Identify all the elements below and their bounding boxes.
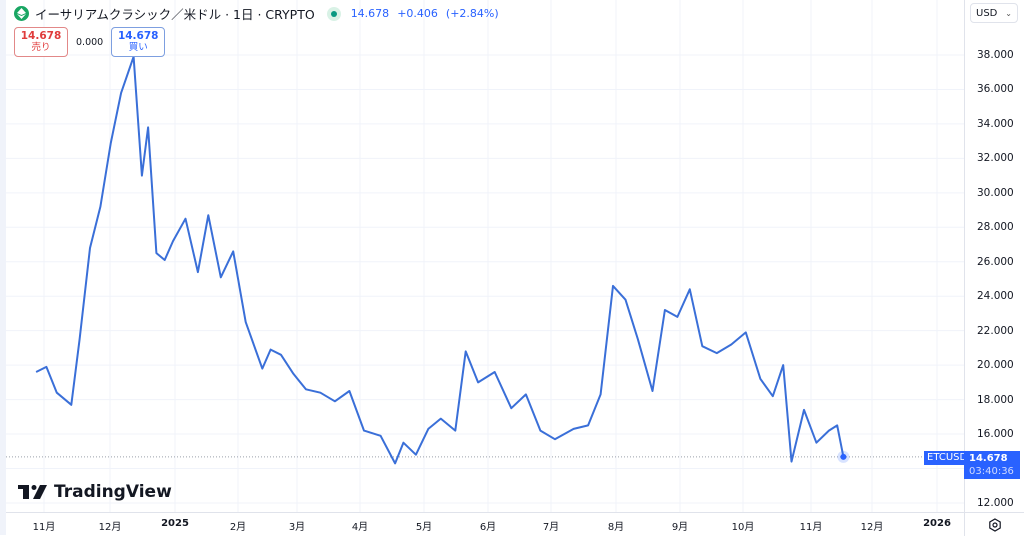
- gear-icon: [989, 517, 1001, 532]
- ethereum-classic-icon: [14, 6, 29, 21]
- y-tick-label: 16.000: [977, 428, 1014, 441]
- y-tick-label: 26.000: [977, 255, 1014, 268]
- y-tick-label: 34.000: [977, 117, 1014, 130]
- left-border: [0, 0, 6, 535]
- sell-price: 14.678: [20, 30, 62, 42]
- price-line-chart[interactable]: [6, 0, 964, 512]
- buy-price: 14.678: [117, 30, 159, 42]
- time-axis[interactable]: 11月 12月 2025 2月 3月 4月 5月 6月 7月 8月 9月 10月 11月 12月 2026: [6, 512, 964, 536]
- y-tick-label: 28.000: [977, 221, 1014, 234]
- x-tick-label: 3月: [288, 522, 306, 533]
- x-tick-label: 12月: [860, 522, 884, 533]
- y-tick-label: 22.000: [977, 324, 1014, 337]
- x-tick-label: 9月: [671, 522, 689, 533]
- settings-button[interactable]: [964, 512, 1024, 536]
- last-price-marker: [840, 453, 847, 460]
- y-tick-label: 20.000: [977, 359, 1014, 372]
- y-tick-label: 32.000: [977, 152, 1014, 165]
- last-price: 14.678: [350, 7, 390, 20]
- current-price: 14.678: [969, 453, 1008, 464]
- symbol-price-label: ETCUSD: [924, 451, 971, 465]
- currency-select[interactable]: USD ⌄: [970, 3, 1018, 23]
- sell-button[interactable]: 14.678 売り: [14, 27, 68, 57]
- x-tick-label: 2025: [161, 518, 189, 529]
- x-tick-label: 8月: [607, 522, 625, 533]
- tradingview-logo[interactable]: TradingView: [18, 482, 172, 502]
- symbol-title[interactable]: イーサリアムクラシック／米ドル · 1日 · CRYPTO: [35, 7, 315, 22]
- chart-plot-area[interactable]: [6, 0, 964, 512]
- buy-button[interactable]: 14.678 買い: [111, 27, 166, 57]
- x-tick-label: 2月: [229, 522, 247, 533]
- x-tick-label: 2026: [923, 518, 951, 529]
- chevron-down-icon: ⌄: [1005, 8, 1012, 18]
- bar-countdown: 03:40:36: [969, 466, 1014, 477]
- x-tick-label: 5月: [415, 522, 433, 533]
- y-tick-label: 12.000: [977, 496, 1014, 509]
- y-tick-label: 38.000: [977, 49, 1014, 61]
- price-axis[interactable]: 38.000 36.000 34.000 32.000 30.000 28.000 26.0…: [964, 0, 1024, 512]
- x-tick-label: 11月: [799, 522, 823, 533]
- x-tick-label: 4月: [351, 522, 369, 533]
- trade-buttons: 14.678 売り 0.000 14.678 買い: [14, 27, 166, 57]
- price-change: +0.406: [397, 7, 438, 20]
- x-tick-label: 7月: [542, 522, 560, 533]
- current-price-tag: 14.678 03:40:36: [964, 451, 1020, 479]
- x-tick-label: 11月: [32, 522, 56, 533]
- logo-text: TradingView: [54, 482, 172, 502]
- buy-label: 買い: [128, 42, 148, 53]
- y-tick-label: 24.000: [977, 290, 1014, 303]
- spread-value: 0.000: [76, 36, 104, 48]
- sell-label: 売り: [31, 42, 51, 53]
- tradingview-logo-icon: [18, 485, 47, 499]
- y-tick-label: 30.000: [977, 186, 1014, 199]
- x-tick-label: 10月: [731, 522, 755, 533]
- x-tick-label: 12月: [98, 522, 122, 533]
- price-change-pct: (+2.84%): [445, 7, 499, 20]
- price-series-line: [35, 55, 845, 465]
- y-tick-label: 18.000: [977, 393, 1014, 406]
- x-tick-label: 6月: [479, 522, 497, 533]
- market-open-dot-icon: [326, 6, 341, 21]
- symbol-header: イーサリアムクラシック／米ドル · 1日 · CRYPTO 14.678 +0.…: [14, 4, 499, 23]
- currency-value: USD: [976, 7, 998, 19]
- y-tick-label: 36.000: [977, 83, 1014, 96]
